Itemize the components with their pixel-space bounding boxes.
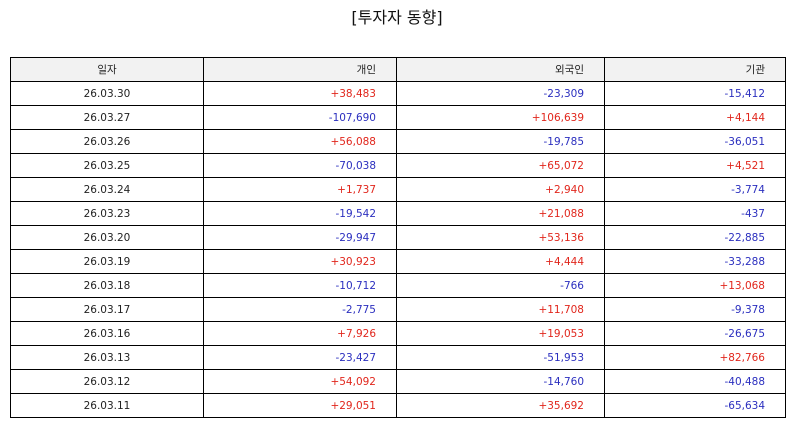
foreign-cell: +106,639 — [396, 105, 605, 130]
header-row: 일자 개인 외국인 기관 — [10, 57, 786, 82]
foreign-cell: -23,309 — [396, 81, 605, 106]
foreign-cell: +65,072 — [396, 153, 605, 178]
foreign-cell: -51,953 — [396, 345, 605, 370]
individual-cell: +7,926 — [203, 321, 397, 346]
table-row: 26.03.26 +56,088 -19,785 -36,051 — [10, 129, 786, 154]
institution-cell: +82,766 — [604, 345, 786, 370]
table-row: 26.03.20 -29,947 +53,136 -22,885 — [10, 225, 786, 250]
individual-cell: +1,737 — [203, 177, 397, 202]
foreign-cell: -19,785 — [396, 129, 605, 154]
date-cell: 26.03.20 — [10, 225, 204, 250]
institution-cell: -3,774 — [604, 177, 786, 202]
table-row: 26.03.18 -10,712 -766 +13,068 — [10, 273, 786, 298]
individual-cell: -2,775 — [203, 297, 397, 322]
date-cell: 26.03.30 — [10, 81, 204, 106]
page-title: [투자자 동향] — [351, 8, 443, 27]
date-cell: 26.03.23 — [10, 201, 204, 226]
individual-cell: +29,051 — [203, 393, 397, 418]
table-row: 26.03.24 +1,737 +2,940 -3,774 — [10, 177, 786, 202]
foreign-cell: +2,940 — [396, 177, 605, 202]
foreign-cell: +53,136 — [396, 225, 605, 250]
table-row: 26.03.13 -23,427 -51,953 +82,766 — [10, 345, 786, 370]
individual-cell: -23,427 — [203, 345, 397, 370]
institution-cell: +13,068 — [604, 273, 786, 298]
institution-cell: -9,378 — [604, 297, 786, 322]
column-header-individual: 개인 — [203, 57, 397, 82]
date-cell: 26.03.26 — [10, 129, 204, 154]
table-row: 26.03.19 +30,923 +4,444 -33,288 — [10, 249, 786, 274]
institution-cell: -36,051 — [604, 129, 786, 154]
date-cell: 26.03.19 — [10, 249, 204, 274]
individual-cell: +54,092 — [203, 369, 397, 394]
institution-cell: -26,675 — [604, 321, 786, 346]
table-row: 26.03.27 -107,690 +106,639 +4,144 — [10, 105, 786, 130]
date-cell: 26.03.18 — [10, 273, 204, 298]
institution-cell: -437 — [604, 201, 786, 226]
institution-cell: -22,885 — [604, 225, 786, 250]
foreign-cell: -766 — [396, 273, 605, 298]
date-cell: 26.03.16 — [10, 321, 204, 346]
foreign-cell: -14,760 — [396, 369, 605, 394]
date-cell: 26.03.17 — [10, 297, 204, 322]
date-cell: 26.03.13 — [10, 345, 204, 370]
table-row: 26.03.16 +7,926 +19,053 -26,675 — [10, 321, 786, 346]
institution-cell: -33,288 — [604, 249, 786, 274]
individual-cell: -19,542 — [203, 201, 397, 226]
institution-cell: +4,144 — [604, 105, 786, 130]
foreign-cell: +11,708 — [396, 297, 605, 322]
table-row: 26.03.17 -2,775 +11,708 -9,378 — [10, 297, 786, 322]
institution-cell: +4,521 — [604, 153, 786, 178]
institution-cell: -65,634 — [604, 393, 786, 418]
foreign-cell: +21,088 — [396, 201, 605, 226]
investor-trend-table: 일자 개인 외국인 기관 26.03.30 +38,483 -23,309 -15,4… — [10, 57, 786, 418]
table-row: 26.03.12 +54,092 -14,760 -40,488 — [10, 369, 786, 394]
individual-cell: +56,088 — [203, 129, 397, 154]
date-cell: 26.03.24 — [10, 177, 204, 202]
table-row: 26.03.11 +29,051 +35,692 -65,634 — [10, 393, 786, 418]
table-row: 26.03.25 -70,038 +65,072 +4,521 — [10, 153, 786, 178]
foreign-cell: +4,444 — [396, 249, 605, 274]
column-header-foreign: 외국인 — [396, 57, 605, 82]
individual-cell: -10,712 — [203, 273, 397, 298]
individual-cell: +30,923 — [203, 249, 397, 274]
foreign-cell: +19,053 — [396, 321, 605, 346]
date-cell: 26.03.12 — [10, 369, 204, 394]
institution-cell: -15,412 — [604, 81, 786, 106]
column-header-date: 일자 — [10, 57, 204, 82]
date-cell: 26.03.11 — [10, 393, 204, 418]
institution-cell: -40,488 — [604, 369, 786, 394]
column-header-institution: 기관 — [604, 57, 786, 82]
individual-cell: +38,483 — [203, 81, 397, 106]
table-row: 26.03.30 +38,483 -23,309 -15,412 — [10, 81, 786, 106]
date-cell: 26.03.27 — [10, 105, 204, 130]
individual-cell: -70,038 — [203, 153, 397, 178]
date-cell: 26.03.25 — [10, 153, 204, 178]
table-body: 26.03.30 +38,483 -23,309 -15,412 26.03.27 -10… — [10, 81, 786, 418]
individual-cell: -29,947 — [203, 225, 397, 250]
table-row: 26.03.23 -19,542 +21,088 -437 — [10, 201, 786, 226]
individual-cell: -107,690 — [203, 105, 397, 130]
foreign-cell: +35,692 — [396, 393, 605, 418]
